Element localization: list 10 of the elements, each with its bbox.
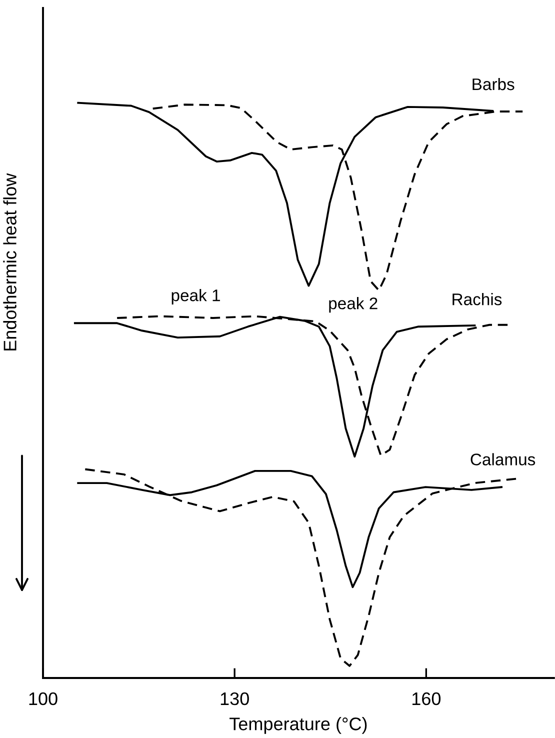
text: Barbs (472, 78, 514, 90)
annotation: Calamus (470, 453, 536, 466)
annotation: Rachis (452, 293, 502, 306)
annotation: peak 2 (329, 297, 378, 313)
x-axis-title: Temperature (°C) (230, 717, 367, 734)
x-tick-label: 130 (220, 692, 249, 706)
annotation: peak 1 (172, 289, 220, 305)
x-tick-label: 160 (412, 692, 441, 706)
y-axis-title: Endothermic heat flow (3, 173, 16, 350)
x-tick-label: 100 (29, 692, 58, 706)
